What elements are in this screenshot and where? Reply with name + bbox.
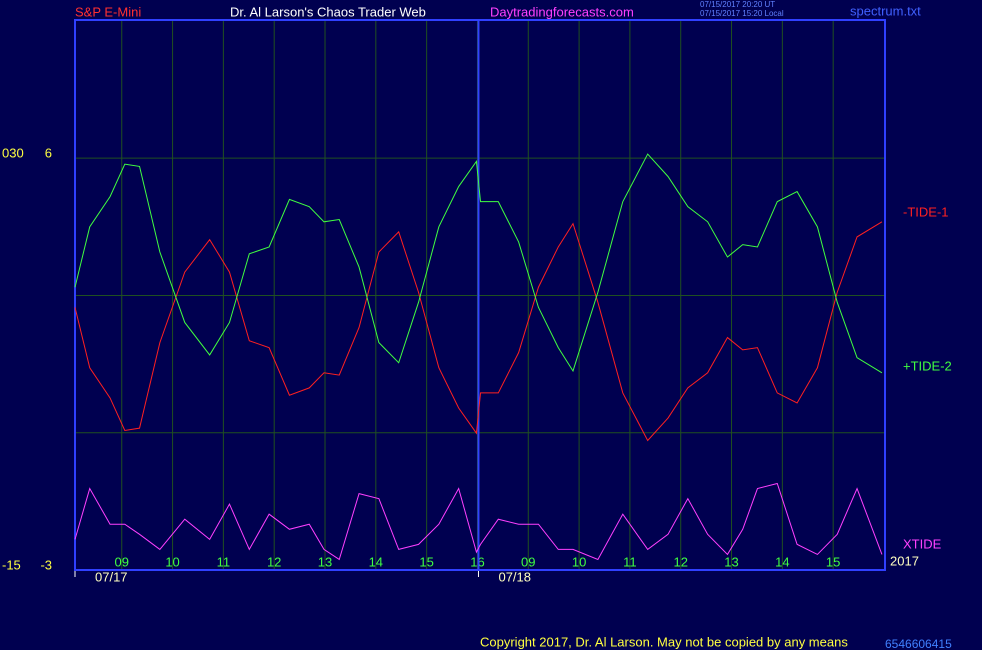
year: 2017	[890, 553, 919, 568]
plot-frame	[74, 19, 886, 571]
timestamp-ut: 07/15/2017 20:20 UT	[700, 0, 775, 9]
y2-tick-label: 030	[2, 145, 24, 160]
site-title: Dr. Al Larson's Chaos Trader Web	[230, 4, 426, 19]
series-label: XTIDE	[903, 536, 942, 551]
series-line	[74, 482, 883, 561]
y-tick-label: -3	[40, 557, 52, 572]
x-tick-label: 15	[826, 554, 840, 569]
copyright: Copyright 2017, Dr. Al Larson. May not b…	[480, 634, 848, 649]
instrument: S&P E-Mini	[75, 4, 141, 19]
date-label: 07/17	[95, 569, 128, 584]
x-tick-label: 11	[217, 554, 231, 569]
series-line	[74, 153, 883, 374]
x-tick-label: 09	[521, 554, 535, 569]
x-tick-label: 12	[267, 554, 281, 569]
x-tick-label: 11	[623, 554, 637, 569]
x-tick-label: 10	[165, 554, 179, 569]
x-tick-label: 13	[724, 554, 738, 569]
x-tick-label: 10	[572, 554, 586, 569]
file-name: spectrum.txt	[850, 3, 921, 18]
x-tick-label: 16	[470, 554, 484, 569]
x-tick-label: 13	[318, 554, 332, 569]
y-tick-label: 6	[45, 146, 52, 161]
series-label: +TIDE-2	[903, 358, 952, 373]
x-tick-label: 12	[673, 554, 687, 569]
timestamp-local: 07/15/2017 15:20 Local	[700, 9, 784, 18]
series-line	[74, 221, 883, 442]
id-code: 6546606415	[885, 637, 952, 650]
y2-tick-label: -15	[2, 557, 21, 572]
site-url[interactable]: Daytradingforecasts.com	[490, 4, 634, 19]
date-label: 07/18	[498, 569, 531, 584]
series-label: -TIDE-1	[903, 204, 949, 219]
x-tick-label: 14	[775, 554, 789, 569]
x-tick-label: 15	[419, 554, 433, 569]
x-tick-label: 14	[369, 554, 383, 569]
x-tick-label: 09	[115, 554, 129, 569]
